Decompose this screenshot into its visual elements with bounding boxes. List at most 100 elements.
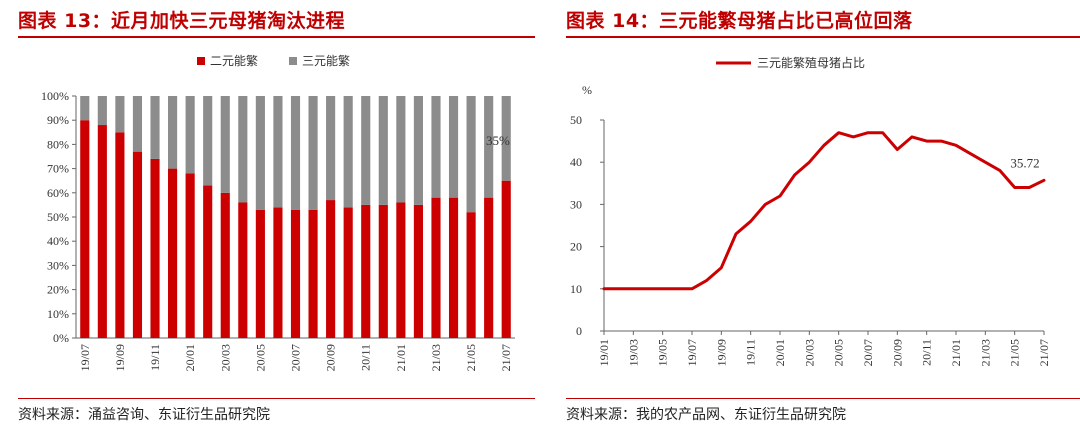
stacked-bar-chart: 0% 10% 20% 30% 40% 50% 60% 70% 80% 90% 100% 19/07 19…	[41, 53, 515, 371]
x-tick-label: 19/03	[626, 339, 640, 366]
y-tick-label: 20%	[47, 283, 69, 297]
x-tick-label: 20/01	[773, 339, 787, 366]
x-tick-label: 21/07	[499, 344, 513, 371]
bar-二元能繁	[132, 151, 143, 338]
bar-二元能繁	[448, 197, 459, 338]
chart-title: 图表 13：近月加快三元母猪淘汰进程	[18, 10, 346, 32]
legend-swatch	[197, 57, 205, 65]
bar-三元能繁	[168, 96, 178, 169]
y-tick-label: 20	[570, 240, 582, 254]
line-chart: % 0 10 20 30 40 50 19/01 19/03 19/05 19/07 19/09 19/…	[570, 55, 1051, 366]
y-tick-label: 30	[570, 197, 582, 211]
bar-三元能繁	[308, 96, 318, 210]
y-tick-label: 80%	[47, 137, 69, 151]
y-tick-label: 60%	[47, 186, 69, 200]
bar-二元能繁	[431, 197, 441, 338]
source-divider	[566, 398, 1080, 399]
bar-二元能繁	[361, 204, 371, 338]
bar-三元能繁	[413, 96, 423, 205]
legend-label: 三元能繁	[302, 53, 350, 68]
left-chart-panel: 图表 13：近月加快三元母猪淘汰进程 0% 10% 20% 30% 40% 50% 60% 7…	[0, 0, 535, 439]
bar-三元能繁	[361, 96, 371, 205]
bar-二元能繁	[308, 209, 318, 338]
bar-二元能繁	[185, 173, 195, 338]
bar-三元能繁	[343, 96, 353, 208]
x-tick-label: 21/01	[394, 344, 408, 371]
bar-二元能繁	[413, 204, 423, 338]
bar-二元能繁	[220, 192, 230, 338]
chart-source: 资料来源：我的农产品网、东证衍生品研究院	[566, 407, 846, 423]
x-tick-label: 20/05	[832, 339, 846, 366]
x-tick-label: 21/01	[949, 339, 963, 366]
value-annotation: 35%	[486, 133, 510, 148]
bar-三元能繁	[273, 96, 283, 208]
x-tick-label: 21/07	[1037, 339, 1051, 366]
y-tick-label: 40	[570, 155, 582, 169]
x-tick-label: 20/07	[289, 344, 303, 371]
x-tick-label: 19/11	[744, 339, 758, 366]
y-tick-label: 70%	[47, 162, 69, 176]
bar-二元能繁	[80, 120, 90, 338]
legend-label: 二元能繁	[210, 53, 258, 68]
bar-三元能繁	[466, 96, 476, 213]
x-tick-label: 20/01	[183, 344, 197, 371]
chart-title: 图表 14：三元能繁母猪占比已高位回落	[566, 10, 913, 32]
y-tick-label: 50	[570, 113, 582, 127]
bar-二元能繁	[396, 202, 406, 338]
series-line	[602, 131, 1046, 291]
x-tick-label: 20/07	[861, 339, 875, 366]
x-tick-label: 21/03	[429, 344, 443, 371]
y-tick-label: 0	[576, 324, 582, 338]
bar-三元能繁	[396, 96, 406, 203]
bar-三元能繁	[185, 96, 195, 174]
bar-三元能繁	[115, 96, 125, 133]
x-tick-label: 20/09	[324, 344, 338, 371]
y-tick-label: 10	[570, 282, 582, 296]
bar-二元能繁	[484, 197, 494, 338]
bar-二元能繁	[466, 212, 476, 338]
y-tick-label: 10%	[47, 307, 69, 321]
bar-二元能繁	[255, 209, 265, 338]
title-divider	[566, 36, 1080, 38]
x-tick-label: 19/07	[685, 339, 699, 366]
bar-二元能繁	[238, 202, 248, 338]
y-tick-label: 100%	[41, 89, 69, 103]
y-tick-label: 50%	[47, 210, 69, 224]
x-tick-label: 20/11	[920, 339, 934, 366]
bar-三元能繁	[97, 96, 107, 126]
y-tick-label: 0%	[53, 331, 69, 345]
x-tick-label: 20/09	[890, 339, 904, 366]
bar-二元能繁	[378, 204, 388, 338]
y-axis-unit: %	[582, 83, 592, 97]
x-tick-label: 20/03	[802, 339, 816, 366]
bar-三元能繁	[431, 96, 441, 198]
bar-三元能繁	[501, 96, 511, 181]
bar-二元能繁	[501, 180, 511, 338]
x-tick-label: 19/01	[597, 339, 611, 366]
bar-三元能繁	[220, 96, 230, 193]
bar-三元能繁	[290, 96, 301, 210]
legend-label: 三元能繁殖母猪占比	[757, 55, 865, 70]
bar-三元能繁	[448, 96, 459, 198]
y-tick-label: 90%	[47, 113, 69, 127]
bar-三元能繁	[255, 96, 265, 210]
bar-二元能繁	[326, 200, 336, 338]
bar-三元能繁	[80, 96, 90, 121]
source-divider	[18, 398, 535, 399]
x-tick-label: 19/09	[714, 339, 728, 366]
bar-二元能繁	[97, 125, 107, 338]
bar-三元能繁	[203, 96, 213, 186]
bar-三元能繁	[326, 96, 336, 201]
bar-二元能繁	[203, 185, 213, 338]
x-tick-label: 21/03	[978, 339, 992, 366]
bar-三元能繁	[484, 96, 494, 198]
bar-二元能繁	[273, 207, 283, 338]
y-tick-label: 40%	[47, 234, 69, 248]
x-tick-label: 21/05	[464, 344, 478, 371]
x-tick-label: 19/07	[78, 344, 92, 371]
y-tick-label: 30%	[47, 258, 69, 272]
bar-二元能繁	[115, 132, 125, 338]
bar-三元能繁	[378, 96, 388, 205]
x-tick-label: 20/03	[218, 344, 232, 371]
bar-二元能繁	[150, 158, 160, 338]
